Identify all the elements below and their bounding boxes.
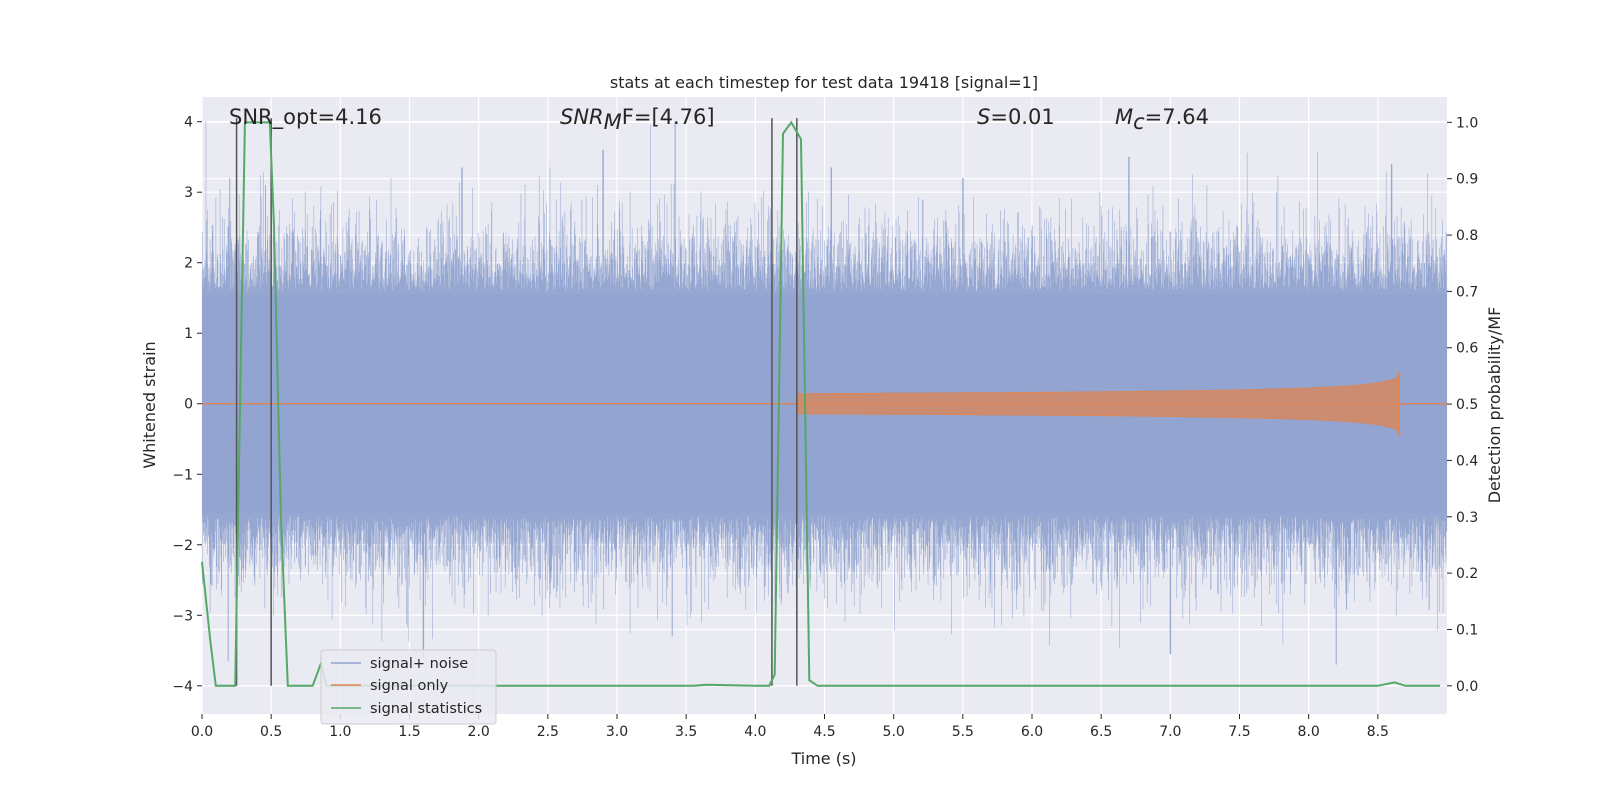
y-right-tick-label: 0.1 bbox=[1456, 622, 1478, 638]
y-right-tick-label: 0.7 bbox=[1456, 284, 1478, 300]
annotation-snr-opt: SNR_opt=4.16 bbox=[229, 105, 382, 130]
x-tick-label: 1.0 bbox=[329, 724, 351, 740]
x-tick-label: 0.5 bbox=[260, 724, 282, 740]
x-tick-label: 6.5 bbox=[1090, 724, 1112, 740]
y-tick-label: 0 bbox=[184, 397, 193, 413]
legend-label-statistics: signal statistics bbox=[370, 701, 482, 717]
y-right-tick-label: 0.3 bbox=[1456, 510, 1478, 526]
y-right-tick-label: 0.4 bbox=[1456, 453, 1478, 469]
signal-statistics-line bbox=[201, 120, 1441, 687]
y-right-tick-label: 0.2 bbox=[1456, 566, 1478, 582]
legend-box bbox=[320, 649, 497, 725]
x-tick-label: 0.0 bbox=[191, 724, 213, 740]
y-right-tick-label: 0.5 bbox=[1456, 397, 1478, 413]
y-right-tick-label: 0.8 bbox=[1456, 228, 1478, 244]
snr-mf-sub: M bbox=[604, 110, 622, 134]
mc-main: M bbox=[1115, 105, 1133, 129]
x-tick-label: 5.0 bbox=[883, 724, 905, 740]
x-tick-label: 7.0 bbox=[1159, 724, 1181, 740]
y-tick-label: −1 bbox=[172, 467, 193, 483]
x-tick-label: 4.5 bbox=[813, 724, 835, 740]
s-value: =0.01 bbox=[990, 105, 1054, 129]
mc-sub: c bbox=[1133, 110, 1145, 134]
x-tick-label: 6.0 bbox=[1021, 724, 1043, 740]
x-tick-label: 3.0 bbox=[606, 724, 628, 740]
y-tick-label: −3 bbox=[172, 608, 193, 624]
legend: signal+ noise signal only signal statist… bbox=[320, 649, 497, 725]
x-axis-ticks: 0.0 0.5 1.0 1.5 2.0 2.5 3.0 3.5 4.0 4.5 5.0 5.5 6.0 6… bbox=[191, 714, 1389, 740]
annotation-mc: Mc=7.64 bbox=[1115, 105, 1209, 134]
y-right-axis-ticks: 1.0 0.9 0.8 0.7 0.6 0.5 0.4 0.3 0.2 0.1 0.0 bbox=[1447, 115, 1478, 695]
x-tick-label: 5.5 bbox=[952, 724, 974, 740]
y-tick-label: −4 bbox=[172, 679, 193, 695]
y-axis-ticks: 4 3 2 1 0 −1 −2 −3 −4 bbox=[172, 115, 202, 695]
x-tick-label: 4.0 bbox=[744, 724, 766, 740]
y-right-tick-label: 0.9 bbox=[1456, 172, 1478, 188]
snr-mf-main: SNR bbox=[560, 105, 604, 129]
x-tick-label: 3.5 bbox=[675, 724, 697, 740]
annotation-snr-mf: SNRMF=[4.76] bbox=[560, 105, 715, 134]
y-tick-label: 3 bbox=[184, 185, 193, 201]
y-axis-label: Whitened strain bbox=[140, 341, 159, 468]
s-symbol: S bbox=[977, 105, 990, 129]
x-tick-label: 8.0 bbox=[1298, 724, 1320, 740]
y-right-tick-label: 0.6 bbox=[1456, 341, 1478, 357]
x-tick-label: 2.5 bbox=[537, 724, 559, 740]
chart-title: stats at each timestep for test data 194… bbox=[610, 73, 1038, 92]
x-axis-label: Time (s) bbox=[790, 749, 856, 768]
y-tick-label: 2 bbox=[184, 256, 193, 272]
mc-value: =7.64 bbox=[1145, 105, 1209, 129]
x-tick-label: 8.5 bbox=[1367, 724, 1389, 740]
y-right-tick-label: 0.0 bbox=[1456, 679, 1478, 695]
y-tick-label: −2 bbox=[172, 538, 193, 554]
signal-statistics-series bbox=[201, 120, 1441, 687]
snr-mf-rest: F=[4.76] bbox=[622, 105, 715, 129]
y-right-axis-label: Detection probability/MF bbox=[1485, 307, 1504, 504]
y-right-tick-label: 1.0 bbox=[1456, 115, 1478, 131]
signal-only-series bbox=[202, 372, 1447, 436]
legend-label-noise: signal+ noise bbox=[370, 656, 468, 672]
annotation-s: S=0.01 bbox=[977, 105, 1055, 129]
y-tick-label: 4 bbox=[184, 115, 193, 131]
x-tick-label: 2.0 bbox=[468, 724, 490, 740]
y-tick-label: 1 bbox=[184, 326, 193, 342]
x-tick-label: 7.5 bbox=[1228, 724, 1250, 740]
legend-label-signal: signal only bbox=[370, 678, 449, 694]
x-tick-label: 1.5 bbox=[398, 724, 420, 740]
